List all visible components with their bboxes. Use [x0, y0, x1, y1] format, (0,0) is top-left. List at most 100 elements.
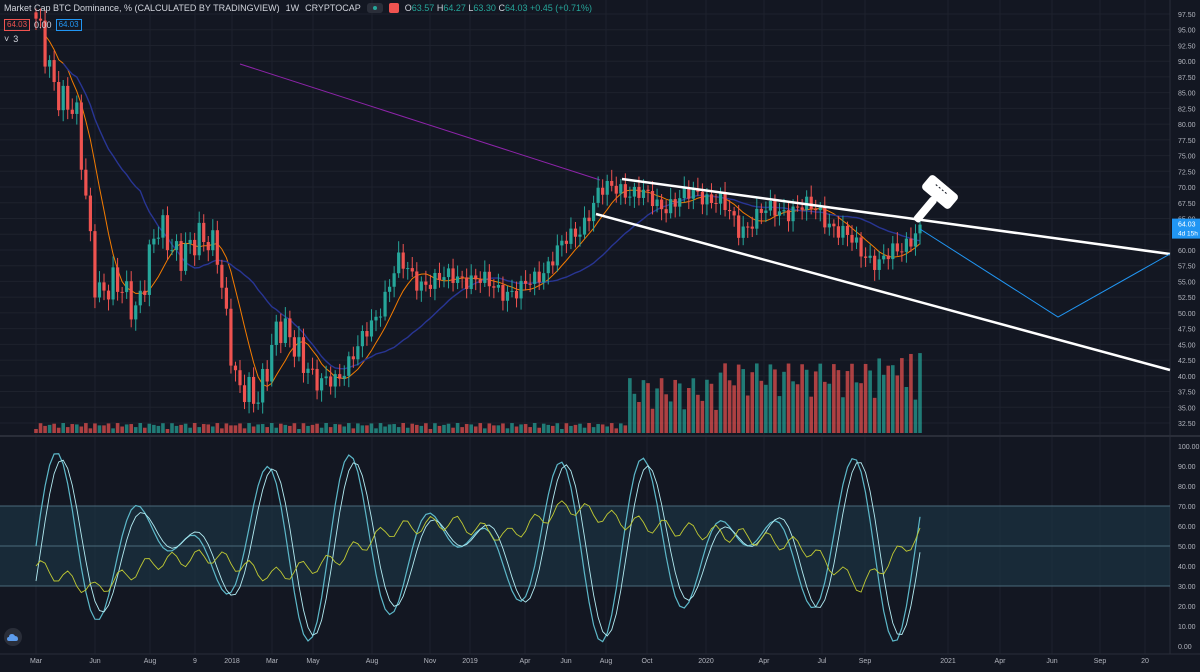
candle-body [886, 255, 890, 260]
volume-bar [714, 409, 718, 433]
volume-bar [841, 397, 845, 433]
candle-body [605, 180, 609, 195]
price-tick-label: 80.00 [1178, 122, 1196, 129]
candle-body [116, 267, 120, 292]
candle-body [619, 184, 623, 194]
volume-bar [677, 383, 682, 433]
volume-bar [795, 384, 800, 433]
volume-bar [891, 365, 895, 433]
volume-bar [215, 423, 220, 433]
candle-body [496, 284, 500, 288]
time-tick-label: 9 [193, 658, 197, 665]
candle-body [442, 277, 446, 281]
gavel-icon [913, 175, 958, 223]
volume-bar [415, 424, 419, 433]
volume-bar [233, 425, 238, 433]
volume-bar [192, 423, 197, 433]
candle-body [859, 237, 863, 257]
candle-body [469, 275, 473, 290]
candle-body [505, 291, 510, 301]
time-tick-label: Apr [759, 658, 771, 665]
volume-bar [446, 423, 451, 433]
candle-body [723, 192, 727, 210]
exchange-label[interactable]: CRYPTOCAP [305, 3, 361, 13]
price-tick-label: 35.00 [1178, 405, 1196, 412]
volume-bar [605, 426, 609, 433]
volume-bar [424, 423, 428, 433]
candle-body [283, 318, 287, 344]
chevron-down-icon[interactable]: ˅ [4, 34, 10, 44]
indicators-collapse[interactable]: ˅ 3 [4, 34, 18, 44]
candle-body [841, 225, 845, 238]
volume-bar [473, 426, 478, 433]
osc-tick-label: 0.00 [1178, 644, 1192, 651]
price-tick-label: 82.50 [1178, 106, 1196, 113]
volume-bar [850, 363, 854, 433]
volume-bar [913, 399, 918, 433]
legend-main[interactable]: Market Cap BTC Dominance, % (CALCULATED … [4, 3, 592, 13]
candle-body [709, 194, 714, 204]
volume-bar [650, 408, 655, 433]
candle-body [809, 196, 813, 209]
volume-bar [854, 382, 859, 433]
volume-bar [238, 423, 242, 433]
alert-icon[interactable] [388, 3, 399, 13]
volume-bar [487, 423, 492, 433]
volume-bar [664, 394, 668, 433]
volume-bar [809, 396, 813, 433]
time-tick-label: Jun [1046, 658, 1057, 665]
candle-body [320, 378, 324, 391]
volume-bar [614, 428, 619, 433]
volume-bar [120, 426, 124, 433]
candles [34, 8, 922, 414]
candle-body [211, 230, 215, 251]
candle-body [38, 18, 43, 21]
candle-body [369, 320, 374, 337]
candle-body [610, 180, 614, 186]
price-tick-label: 55.00 [1178, 279, 1196, 286]
volume-bar [623, 425, 628, 433]
interval-label[interactable]: 1W [285, 3, 300, 13]
candle-body [854, 237, 859, 243]
price-tick-label: 32.50 [1178, 421, 1196, 428]
candle-body [351, 356, 355, 360]
volume-bar [56, 427, 61, 433]
candle-body [537, 271, 541, 283]
volume-bar [886, 365, 891, 433]
volume-bar [510, 423, 514, 433]
symbol-title[interactable]: Market Cap BTC Dominance, % (CALCULATED … [4, 3, 280, 13]
volume-bar [736, 364, 741, 433]
volume-bar [501, 423, 505, 433]
rsi-line [35, 500, 921, 594]
candle-body [152, 238, 156, 245]
volume-bar [492, 425, 496, 433]
volume-bar [596, 424, 600, 433]
volume-bar [211, 426, 215, 433]
volume-bar [578, 423, 582, 433]
volume-bar [260, 424, 265, 433]
candle-body [655, 199, 659, 207]
candle-body [777, 211, 782, 216]
volume-bar [528, 427, 532, 433]
volume-bar [306, 425, 310, 433]
candle-body [66, 85, 70, 110]
volume-bar [587, 423, 591, 433]
candle-body [519, 280, 523, 299]
candle-body [478, 279, 482, 283]
volume-bar [410, 423, 415, 433]
candle-body [578, 234, 582, 237]
candle-body [419, 281, 423, 291]
volume-bar [723, 363, 727, 433]
volume-bar [374, 428, 378, 433]
candle-body [406, 268, 410, 270]
tradingview-logo-icon[interactable] [4, 628, 22, 646]
volume-bar [464, 424, 469, 433]
candle-body [324, 376, 328, 379]
current-price-label: 64.03 [1178, 222, 1196, 229]
candle-body [156, 237, 160, 239]
visibility-toggle-icon[interactable] [366, 3, 383, 13]
candle-body [61, 85, 65, 111]
candle-body [864, 256, 868, 258]
